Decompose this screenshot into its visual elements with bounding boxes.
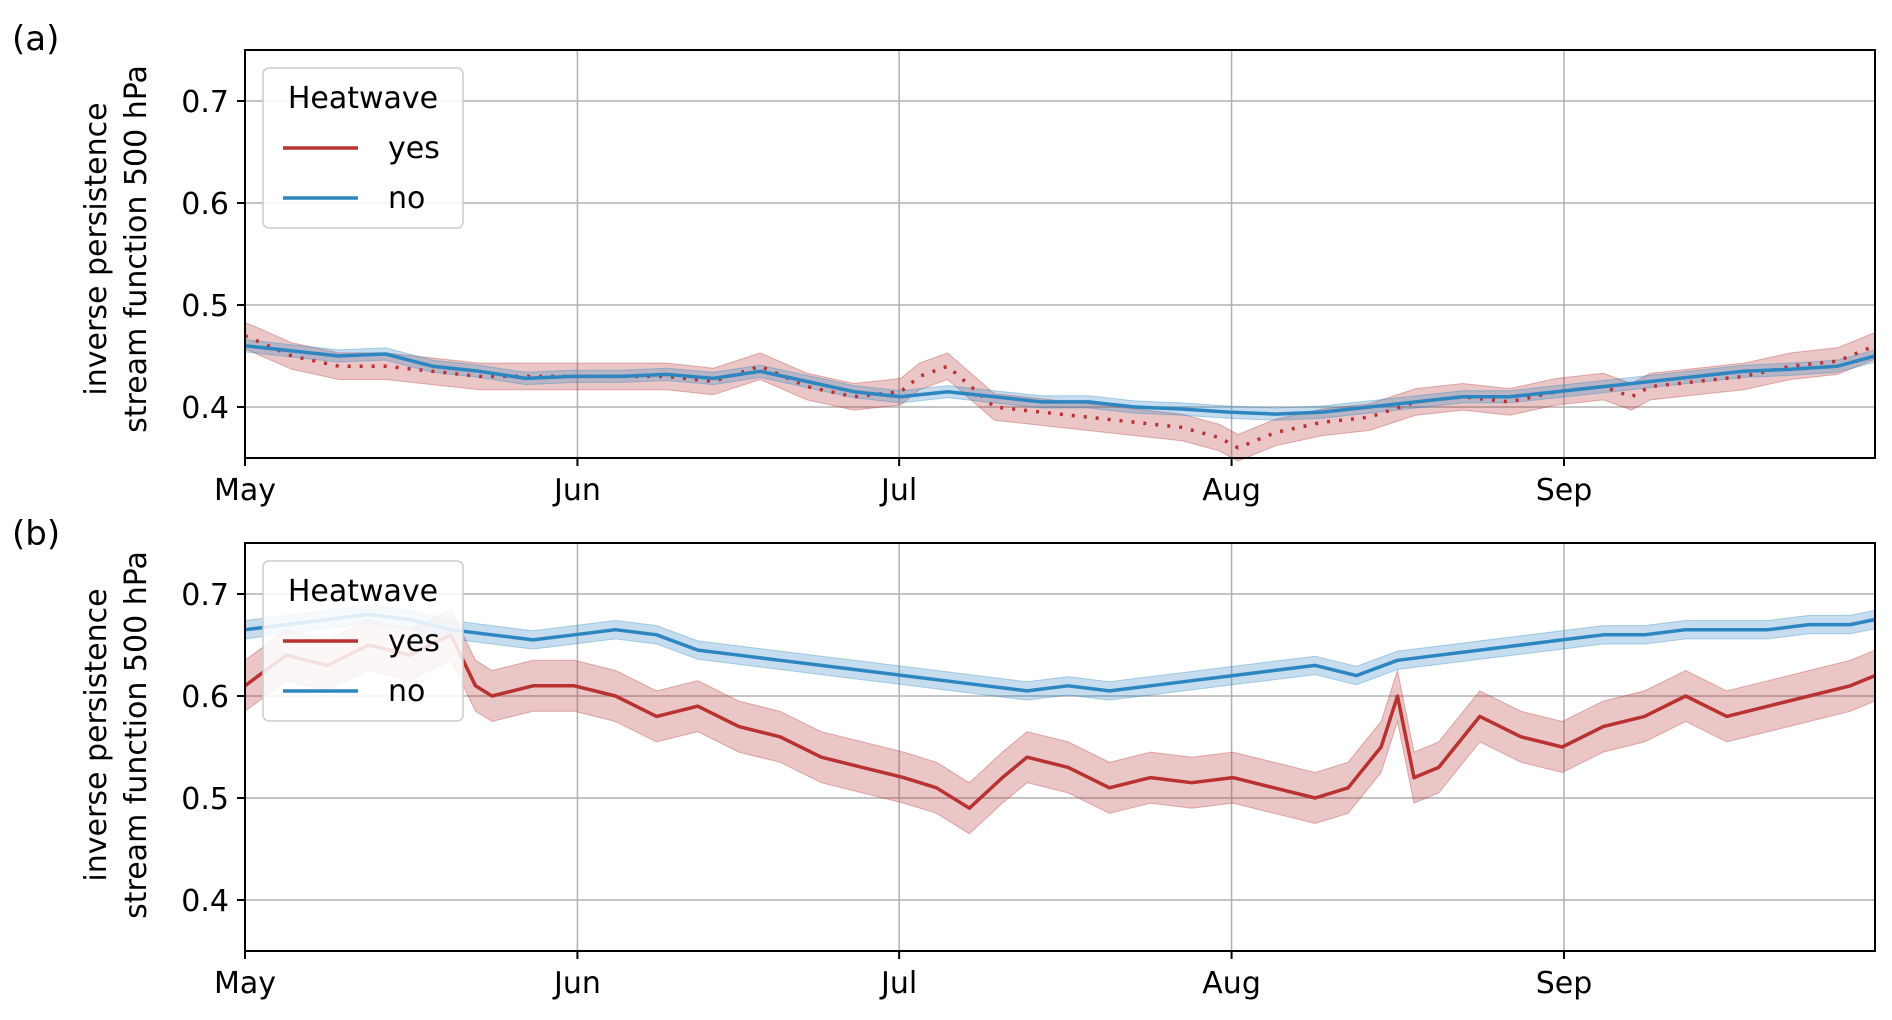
panel-b-legend-box — [262, 560, 464, 722]
panel-a-xtick-label-jul: Jul — [879, 473, 917, 508]
panel-b-ylabel-line1: inverse persistence — [79, 588, 114, 881]
panel-b-xtick-label-aug: Aug — [1202, 966, 1261, 1001]
panel-b-xtick-label-may: May — [214, 966, 276, 1001]
panel-b-legend-label-no: no — [388, 674, 425, 709]
panel-a-xtick-label-jun: Jun — [552, 473, 601, 508]
panel-a-legend-box — [262, 67, 464, 229]
panel-a-xtick-label-aug: Aug — [1202, 473, 1261, 508]
panel-a-frame — [244, 49, 1876, 459]
panel-a-ylabel-line2: stream function 500 hPa — [119, 65, 154, 433]
panel-a-plot-area: May Jun Jul Aug Sep 0.4 0.5 0.6 0.7 Heatwave yes no — [181, 49, 1876, 508]
panel-b-xtick-label-jun: Jun — [552, 966, 601, 1001]
panel-b: (b) inverse persistence stream function … — [12, 514, 1876, 1001]
panel-b-ytick-label-0.6: 0.6 — [181, 680, 229, 715]
panel-a-label: (a) — [12, 19, 59, 59]
panel-b-plot-area: May Jun Jul Aug Sep 0.4 0.5 0.6 0.7 Heatwave yes no — [181, 542, 1876, 1001]
panel-b-ytick-label-0.4: 0.4 — [181, 884, 229, 919]
panel-a-ytick-label-0.5: 0.5 — [181, 289, 229, 324]
panel-b-xtick-label-jul: Jul — [879, 966, 917, 1001]
panel-b-frame — [244, 542, 1876, 952]
panel-a-xtick-label-sep: Sep — [1536, 473, 1593, 508]
panel-a-line-no — [244, 344, 1876, 416]
panel-a-plot-background — [245, 50, 1875, 458]
panel-a: (a) inverse persistence stream function … — [12, 19, 1876, 508]
panel-a-xtick-label-may: May — [214, 473, 276, 508]
panel-b-legend-label-yes: yes — [388, 624, 440, 659]
panel-b-legend: Heatwave yes no — [262, 560, 464, 722]
panel-a-legend-label-yes: yes — [388, 131, 440, 166]
panel-a-ylabel: inverse persistence stream function 500 … — [79, 65, 154, 433]
panel-b-ylabel: inverse persistence stream function 500 … — [79, 551, 154, 919]
panel-a-legend: Heatwave yes no — [262, 67, 464, 229]
panel-b-legend-title: Heatwave — [288, 574, 438, 609]
panel-a-ytick-label-0.6: 0.6 — [181, 187, 229, 222]
panel-b-xtick-label-sep: Sep — [1536, 966, 1593, 1001]
panel-b-ytick-label-0.5: 0.5 — [181, 782, 229, 817]
panel-b-ylabel-line2: stream function 500 hPa — [119, 551, 154, 919]
panel-b-plot-background — [245, 543, 1875, 951]
panel-b-ytick-label-0.7: 0.7 — [181, 578, 229, 613]
panel-a-ytick-label-0.4: 0.4 — [181, 391, 229, 426]
panel-b-label: (b) — [12, 514, 60, 554]
panel-a-ytick-label-0.7: 0.7 — [181, 85, 229, 120]
panel-a-legend-title: Heatwave — [288, 81, 438, 116]
panel-a-ylabel-line1: inverse persistence — [79, 102, 114, 395]
panel-a-legend-label-no: no — [388, 181, 425, 216]
